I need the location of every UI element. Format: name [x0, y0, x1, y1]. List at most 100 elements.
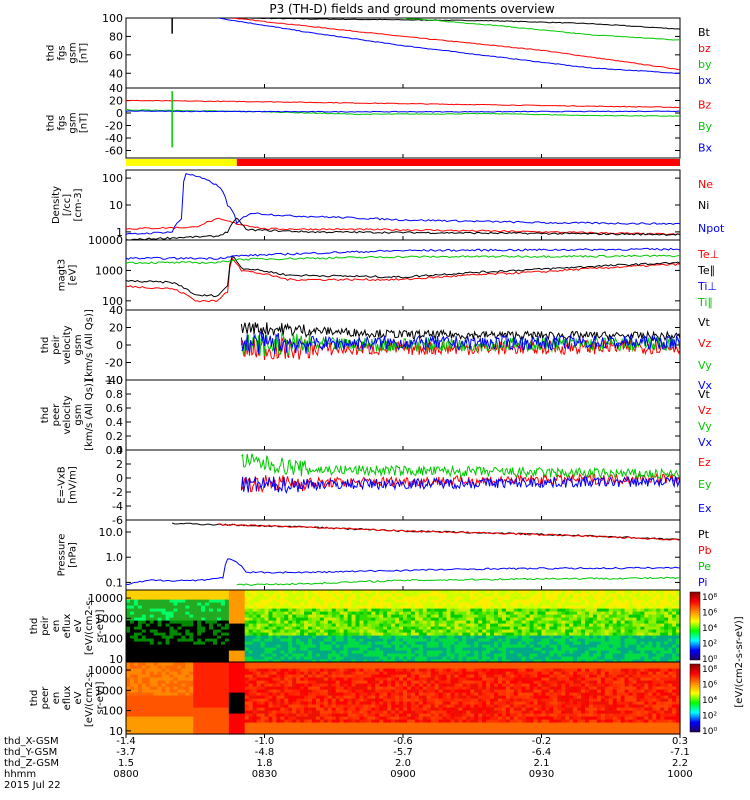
spectrogram-cell	[157, 719, 163, 723]
spectrogram-cell	[399, 608, 404, 612]
spectrogram-cell	[339, 620, 345, 624]
spectrogram-cell	[525, 593, 531, 597]
spectrogram-cell	[141, 704, 147, 708]
spectrogram-cell	[280, 593, 285, 597]
spectrogram-cell	[604, 650, 610, 654]
spectrogram-cell	[577, 593, 582, 597]
spectrogram-cell	[533, 608, 539, 612]
spectrogram-cell	[371, 650, 376, 654]
spectrogram-cell	[260, 623, 266, 627]
spectrogram-cell	[616, 647, 622, 651]
spectrogram-cell	[311, 671, 317, 675]
spectrogram-cell	[331, 593, 337, 597]
spectrogram-cell	[632, 626, 638, 630]
spectrogram-cell	[268, 671, 274, 675]
spectrogram-cell	[213, 722, 218, 726]
spectrogram-cell	[339, 677, 345, 681]
spectrogram-cell	[533, 611, 539, 615]
spectrogram-cell	[418, 608, 424, 612]
spectrogram-cell	[276, 695, 281, 699]
spectrogram-cell	[149, 590, 155, 594]
spectrogram-cell	[126, 590, 131, 594]
spectrogram-cell	[217, 716, 222, 720]
spectrogram-cell	[656, 650, 661, 654]
spectrogram-cell	[403, 641, 408, 645]
spectrogram-cell	[422, 650, 428, 654]
spectrogram-cell	[640, 644, 645, 648]
spectrogram-cell	[315, 620, 321, 624]
legend-Pe: Pe	[698, 560, 711, 573]
spectrogram-cell	[501, 635, 507, 639]
spectrogram-cell	[201, 728, 206, 732]
spectrogram-cell	[240, 668, 246, 672]
spectrogram-cell	[513, 611, 519, 615]
spectrogram-cell	[474, 641, 479, 645]
spectrogram-cell	[458, 623, 463, 627]
spectrogram-cell	[577, 614, 582, 618]
spectrogram-cell	[363, 593, 368, 597]
spectrogram-cell	[327, 590, 333, 594]
spectrogram-cell	[165, 731, 171, 735]
spectrogram-cell	[165, 650, 171, 654]
spectrogram-cell	[272, 677, 277, 681]
panel-5-ylabel-line: thd	[40, 337, 51, 354]
spectrogram-cell	[224, 617, 230, 621]
spectrogram-cell	[331, 608, 337, 612]
spectrogram-cell	[149, 686, 155, 690]
spectrogram-cell	[331, 632, 337, 636]
spectrogram-cell	[236, 602, 242, 606]
spectrogram-cell	[430, 593, 436, 597]
spectrogram-cell	[557, 590, 562, 594]
spectrogram-cell	[133, 608, 139, 612]
spectrogram-cell	[217, 731, 222, 735]
spectrogram-cell	[537, 593, 543, 597]
spectrogram-cell	[232, 641, 238, 645]
spectrogram-cell	[177, 689, 182, 693]
spectrogram-cell	[426, 611, 432, 615]
spectrogram-cell	[315, 722, 321, 726]
spectrogram-cell	[165, 713, 171, 717]
spectrogram-cell	[284, 692, 289, 696]
spectrogram-cell	[438, 617, 444, 621]
spectrogram-cell	[240, 596, 246, 600]
spectrogram-cell	[220, 647, 226, 651]
spectrogram-cell	[375, 629, 380, 633]
spectrogram-cell	[228, 644, 234, 648]
spectrogram-cell	[406, 608, 412, 612]
spectrogram-cell	[442, 620, 448, 624]
spectrogram-cell	[565, 638, 570, 642]
spectrogram-cell	[494, 632, 499, 636]
spectrogram-cell	[304, 641, 309, 645]
spectrogram-cell	[442, 656, 448, 660]
spectrogram-cell	[608, 602, 614, 606]
spectrogram-cell	[141, 638, 147, 642]
spectrogram-cell	[228, 650, 234, 654]
spectrogram-cell	[466, 656, 471, 660]
spectrogram-cell	[505, 641, 511, 645]
spectrogram-cell	[189, 704, 194, 708]
spectrogram-cell	[173, 701, 179, 705]
spectrogram-cell	[213, 686, 218, 690]
spectrogram-cell	[228, 662, 234, 666]
spectrogram-cell	[304, 725, 309, 729]
spectrogram-cell	[236, 686, 242, 690]
spectrogram-cell	[410, 623, 416, 627]
spectrogram-cell	[624, 599, 630, 603]
spectrogram-cell	[173, 641, 179, 645]
spectrogram-cell	[533, 641, 539, 645]
spectrogram-cell	[509, 623, 515, 627]
spectrogram-cell	[165, 725, 171, 729]
spectrogram-cell	[276, 632, 281, 636]
spectrogram-cell	[596, 608, 602, 612]
spectrogram-cell	[525, 647, 531, 651]
spectrogram-cell	[541, 599, 547, 603]
spectrogram-cell	[300, 728, 305, 732]
spectrogram-cell	[236, 593, 242, 597]
spectrogram-cell	[141, 641, 147, 645]
spectrogram-cell	[288, 698, 293, 702]
spectrogram-cell	[185, 710, 190, 714]
spectrogram-cell	[490, 605, 495, 609]
spectrogram-cell	[209, 656, 214, 660]
spectrogram-cell	[367, 599, 372, 603]
